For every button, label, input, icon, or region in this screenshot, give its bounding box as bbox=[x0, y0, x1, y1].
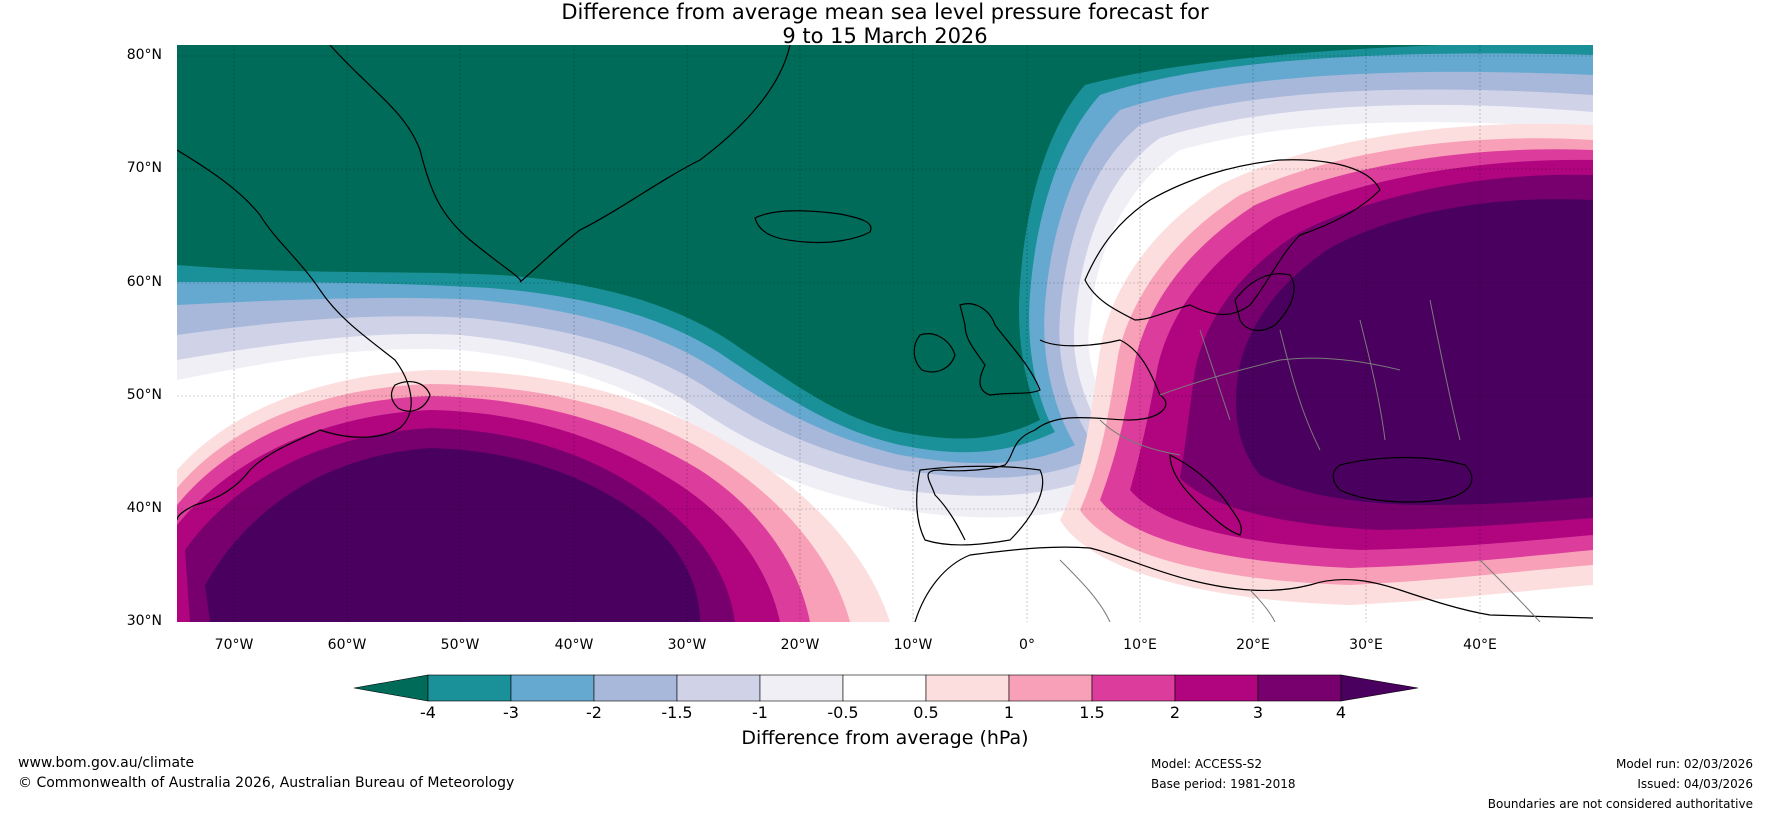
anomaly-pos-4-europe bbox=[1236, 199, 1593, 505]
colorbar-tick-label: -0.5 bbox=[827, 703, 859, 722]
lat-label-40n: 40°N bbox=[126, 500, 162, 516]
disclaimer-text: Boundaries are not considered authoritat… bbox=[1487, 797, 1753, 811]
coast-newfoundland bbox=[391, 381, 431, 412]
lon-label-0: 0° bbox=[1019, 637, 1035, 653]
coastlines bbox=[177, 45, 1593, 622]
colorbar-segment bbox=[1008, 674, 1093, 702]
lat-label-70n: 70°N bbox=[126, 160, 162, 176]
lon-label-70w: 70°W bbox=[214, 637, 254, 653]
boundaries bbox=[1059, 299, 1541, 622]
anomaly-pos-4-atlantic bbox=[205, 448, 700, 622]
lon-label-10e: 10°E bbox=[1123, 637, 1157, 653]
coast-western-europe bbox=[927, 339, 1167, 541]
colorbar-tick-label: -3 bbox=[503, 703, 519, 722]
colorbar-tick-label: 1 bbox=[1003, 703, 1015, 722]
base-period-text: Base period: 1981-2018 bbox=[1151, 777, 1296, 791]
coast-north-america bbox=[177, 149, 412, 521]
coast-north-africa bbox=[914, 546, 1593, 622]
colorbar-tick-label: -2 bbox=[586, 703, 602, 722]
lon-label-50w: 50°W bbox=[440, 637, 480, 653]
model-text: Model: ACCESS-S2 bbox=[1151, 757, 1263, 771]
coast-ireland bbox=[913, 333, 956, 373]
lon-label-30e: 30°E bbox=[1349, 637, 1383, 653]
coast-black-sea bbox=[1332, 456, 1473, 503]
colorbar-label: Difference from average (hPa) bbox=[741, 727, 1029, 749]
lon-label-20e: 20°E bbox=[1236, 637, 1270, 653]
coast-great-britain bbox=[959, 303, 1041, 396]
lon-label-40e: 40°E bbox=[1463, 637, 1497, 653]
colorbar-tick-label: 3 bbox=[1252, 703, 1264, 722]
website-link[interactable]: www.bom.gov.au/climate bbox=[18, 755, 195, 771]
colorbar-segment bbox=[1174, 674, 1259, 702]
lat-label-30n: 30°N bbox=[126, 613, 162, 629]
coast-iberia bbox=[916, 465, 1044, 546]
issued-text: Issued: 04/03/2026 bbox=[1637, 777, 1753, 791]
colorbar-tick-label: 4 bbox=[1335, 703, 1347, 722]
copyright-text: © Commonwealth of Australia 2026, Austra… bbox=[18, 775, 515, 791]
colorbar-tick-label: -1 bbox=[752, 703, 768, 722]
colorbar-extend-low bbox=[353, 674, 429, 702]
coast-iceland bbox=[754, 210, 872, 244]
colorbar-segments bbox=[353, 674, 1419, 702]
colorbar-segment bbox=[593, 674, 678, 702]
colorbar-tick-label: 1.5 bbox=[1079, 703, 1105, 722]
colorbar-tick-label: -4 bbox=[420, 703, 436, 722]
coast-scandinavia bbox=[1084, 159, 1381, 321]
lon-label-40w: 40°W bbox=[554, 637, 594, 653]
colorbar-segment bbox=[1091, 674, 1176, 702]
colorbar-tick-label: -1.5 bbox=[661, 703, 693, 722]
colorbar-segment bbox=[510, 674, 595, 702]
colorbar-tick-label: 0.5 bbox=[913, 703, 939, 722]
coast-italy bbox=[1169, 454, 1242, 536]
lon-label-60w: 60°W bbox=[327, 637, 367, 653]
colorbar-segment bbox=[759, 674, 844, 702]
colorbar-segment bbox=[925, 674, 1010, 702]
colorbar-segment bbox=[842, 674, 927, 702]
lat-label-60n: 60°N bbox=[126, 274, 162, 290]
title-line-2: 9 to 15 March 2026 bbox=[782, 24, 988, 48]
lon-label-10w: 10°W bbox=[893, 637, 933, 653]
lat-label-80n: 80°N bbox=[126, 47, 162, 63]
lon-label-30w: 30°W bbox=[667, 637, 707, 653]
coast-greenland bbox=[329, 45, 791, 283]
lon-label-20w: 20°W bbox=[780, 637, 820, 653]
coast-baltic bbox=[1234, 273, 1295, 332]
colorbar-tick-label: 2 bbox=[1169, 703, 1181, 722]
map-title: Difference from average mean sea level p… bbox=[0, 0, 1770, 48]
colorbar-segment bbox=[427, 674, 512, 702]
model-run-text: Model run: 02/03/2026 bbox=[1615, 757, 1753, 771]
colorbar-segment bbox=[676, 674, 761, 702]
colorbar-extend-high bbox=[1340, 674, 1419, 702]
colorbar-segment bbox=[1257, 674, 1342, 702]
lat-label-50n: 50°N bbox=[126, 387, 162, 403]
graticule bbox=[177, 45, 1593, 622]
title-line-1: Difference from average mean sea level p… bbox=[561, 0, 1209, 24]
